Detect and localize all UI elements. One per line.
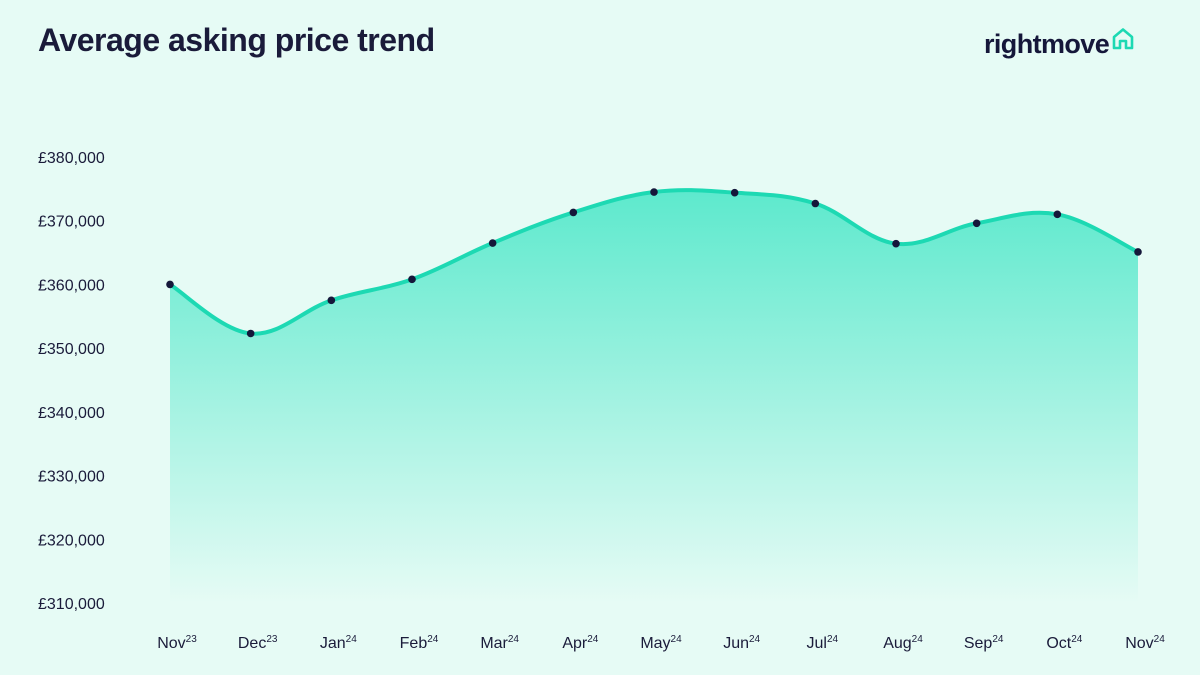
data-point: [488, 239, 497, 247]
y-tick-label: £370,000: [38, 214, 105, 231]
logo-wordmark: rightmove: [984, 29, 1110, 59]
x-tick-label: Mar24: [480, 634, 519, 652]
x-tick-label: Aug24: [883, 634, 923, 652]
data-point: [246, 329, 255, 338]
data-point: [972, 219, 981, 228]
x-tick-label: Apr24: [562, 634, 598, 652]
x-tick-label: May24: [640, 634, 682, 652]
data-point: [166, 280, 174, 289]
data-point: [892, 239, 900, 248]
data-point: [1053, 210, 1062, 219]
y-tick-label: £350,000: [38, 341, 105, 358]
chart-title: Average asking price trend: [38, 22, 435, 58]
data-point: [1134, 248, 1142, 256]
data-point: [569, 208, 578, 217]
x-tick-label: Jun24: [723, 634, 760, 652]
data-point: [408, 275, 416, 284]
y-tick-label: £340,000: [38, 405, 105, 422]
y-axis: £310,000 £320,000 £330,000 £340,000 £350,000…: [38, 150, 105, 613]
data-point: [730, 188, 739, 197]
x-tick-label: Oct24: [1046, 634, 1082, 652]
x-tick-label: Feb24: [400, 634, 439, 652]
data-point: [327, 296, 336, 305]
area-fill: [170, 190, 1138, 603]
x-tick-label: Nov23: [157, 634, 197, 652]
x-tick-label: Sep24: [964, 634, 1004, 652]
x-tick-label: Dec23: [238, 634, 278, 652]
y-tick-label: £360,000: [38, 277, 105, 294]
x-tick-label: Jul24: [807, 634, 839, 652]
data-point: [650, 188, 658, 196]
data-markers: [166, 188, 1142, 338]
y-tick-label: £320,000: [38, 532, 105, 549]
house-icon: [1112, 28, 1134, 50]
rightmove-logo[interactable]: rightmove: [984, 26, 1135, 62]
y-tick-label: £380,000: [38, 150, 105, 167]
y-tick-label: £330,000: [38, 469, 105, 486]
data-point: [811, 199, 820, 208]
y-tick-label: £310,000: [38, 596, 105, 613]
x-axis: Nov23 Dec23 Jan24 Feb24 Mar24 Apr24 May24 Jun24…: [157, 634, 1165, 652]
x-tick-label: Jan24: [320, 634, 357, 652]
x-tick-label: Nov24: [1125, 634, 1165, 652]
